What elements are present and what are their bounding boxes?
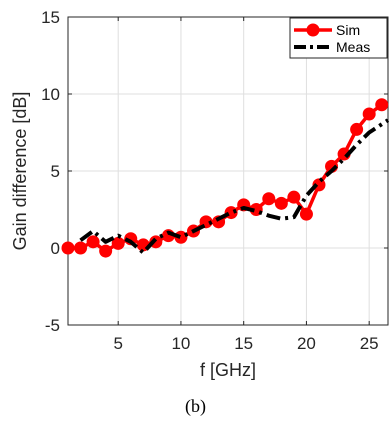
grid bbox=[68, 16, 388, 326]
sim-data-point bbox=[299, 207, 313, 221]
y-tick-label: 0 bbox=[51, 239, 60, 258]
sim-data-point bbox=[74, 241, 88, 255]
x-axis-label: f [GHz] bbox=[200, 360, 256, 380]
series bbox=[61, 98, 390, 258]
sim-data-point bbox=[61, 241, 75, 255]
sim-data-point bbox=[375, 98, 389, 112]
meas-series-line bbox=[79, 118, 390, 255]
sim-data-point bbox=[287, 190, 301, 204]
y-tick-label: 10 bbox=[41, 85, 60, 104]
legend-sim-marker bbox=[306, 23, 320, 37]
x-tick-label: 25 bbox=[360, 334, 379, 353]
y-axis-label: Gain difference [dB] bbox=[10, 92, 30, 251]
axis-ticks: 5 10 15 20 25 -5 0 5 10 15 bbox=[41, 8, 388, 353]
legend-box bbox=[289, 17, 388, 59]
x-tick-label: 10 bbox=[171, 334, 190, 353]
sim-data-point bbox=[86, 235, 100, 249]
x-tick-label: 5 bbox=[113, 334, 122, 353]
sim-data-point bbox=[99, 244, 113, 258]
y-tick-label: 15 bbox=[41, 8, 60, 27]
y-tick-label: -5 bbox=[45, 316, 60, 335]
legend-sim-label: Sim bbox=[336, 22, 360, 38]
x-tick-label: 15 bbox=[234, 334, 253, 353]
legend-meas-label: Meas bbox=[336, 39, 370, 55]
figure-caption: (b) bbox=[185, 396, 206, 416]
sim-series-line bbox=[68, 103, 383, 253]
sim-data-point bbox=[350, 122, 364, 136]
sim-data-point bbox=[262, 192, 276, 206]
x-tick-label: 20 bbox=[297, 334, 316, 353]
sim-data-point bbox=[274, 196, 288, 210]
sim-data-point bbox=[111, 236, 125, 250]
sim-data-point bbox=[362, 107, 376, 121]
y-tick-label: 5 bbox=[51, 162, 60, 181]
